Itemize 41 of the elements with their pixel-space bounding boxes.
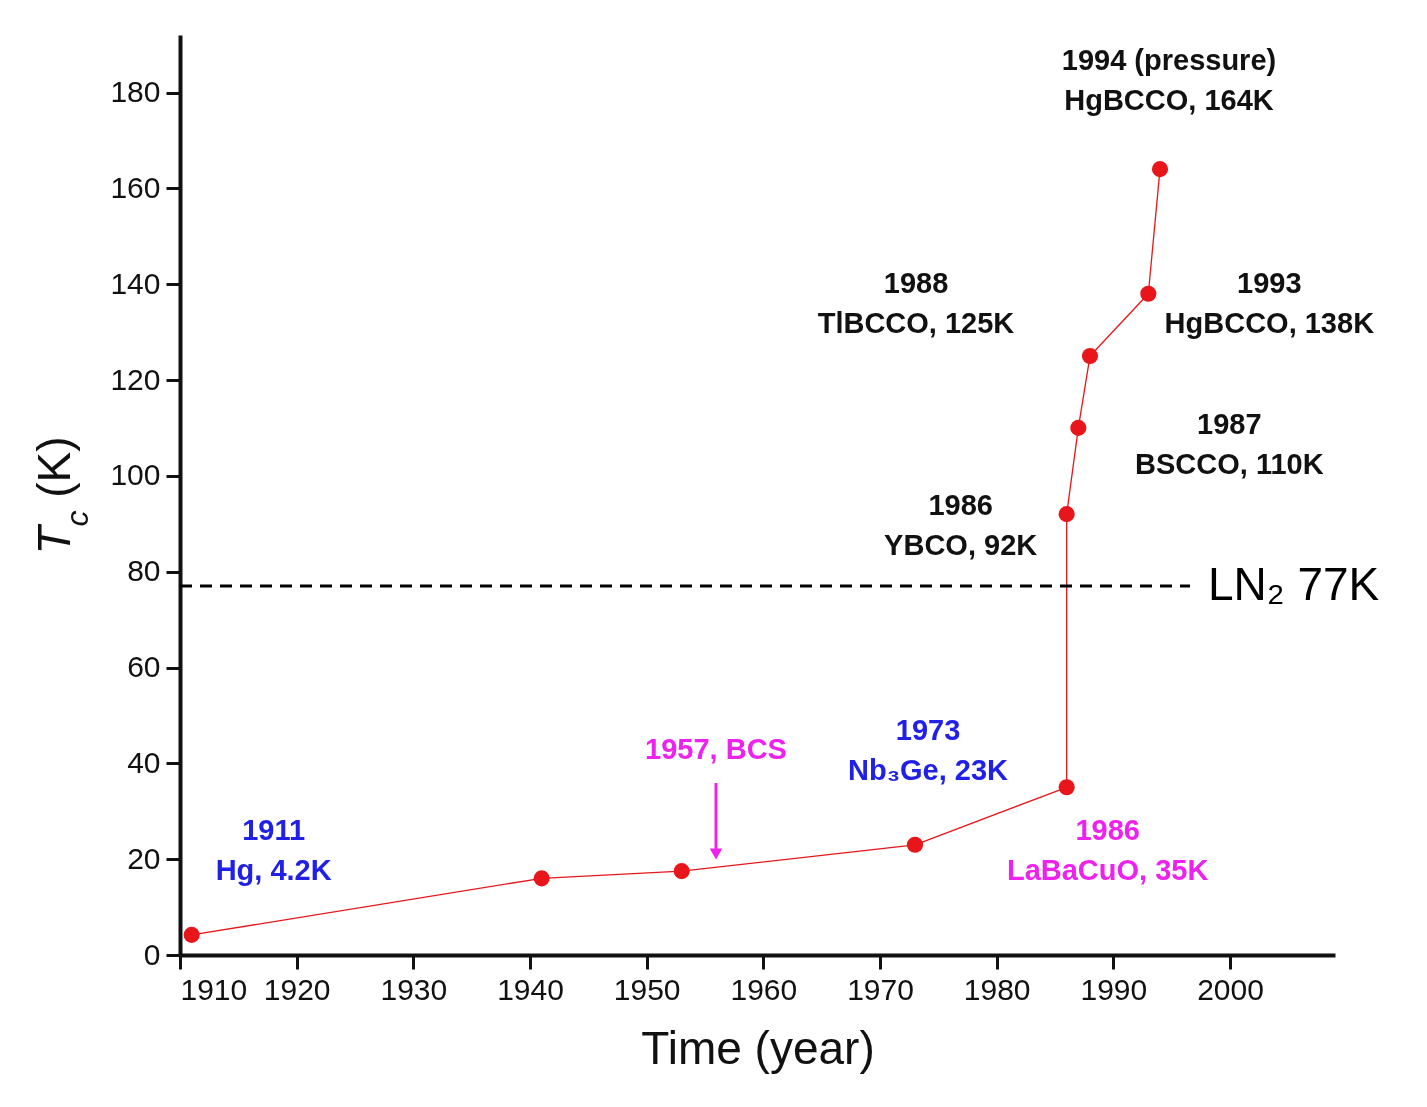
annotation: 1973 Nb₃Ge, 23K (847, 713, 1009, 786)
x-tick-label: 1910 (180, 972, 248, 1006)
x-tick-label: 1920 (263, 972, 331, 1006)
point (183, 926, 200, 943)
y-tick-label: 180 (110, 75, 161, 108)
x-tick-label: 1980 (963, 972, 1031, 1006)
annotation: 1994 (pressure) HgBCCO, 164K (1061, 44, 1277, 117)
y-tick-label: 140 (110, 266, 161, 300)
x-tick-label: 1990 (1080, 972, 1148, 1006)
x-tick-label: 1970 (847, 972, 914, 1006)
annotation: 1911 Hg, 4.2K (215, 813, 332, 886)
y-tick-label: 0 (143, 937, 161, 971)
y-tick-label: 60 (127, 650, 161, 683)
annotation: 1993 HgBCCO, 138K (1164, 266, 1375, 339)
point (673, 863, 690, 880)
x-tick-label: 1960 (730, 972, 798, 1006)
point (1070, 419, 1087, 436)
point (533, 870, 550, 887)
y-tick-label: 100 (110, 458, 161, 492)
annotation: 1957, BCS (645, 733, 787, 765)
point (1140, 285, 1157, 302)
y-tick-label: 20 (127, 841, 161, 875)
x-tick-label: 1930 (380, 972, 448, 1006)
annotation: 1986 YBCO, 92K (884, 489, 1038, 562)
point (1058, 506, 1075, 523)
ref-line-label: LN₂ 77K (1208, 558, 1380, 611)
point (1081, 348, 1099, 365)
y-tick-label: 40 (127, 745, 161, 779)
x-tick-label: 1950 (613, 972, 681, 1006)
y-tick-label: 160 (110, 170, 161, 204)
annotation: 1988 TlBCCO, 125K (817, 267, 1015, 340)
point (1058, 779, 1075, 796)
annotation: 1986 LaBaCuO, 35K (1006, 814, 1209, 887)
x-tick-label: 2000 (1197, 972, 1264, 1006)
y-tick-label: 80 (127, 554, 161, 588)
annotation: 1987 BSCCO, 110K (1135, 407, 1324, 480)
y-tick-label: 120 (110, 362, 161, 396)
point (1151, 161, 1169, 178)
x-tick-label: 1940 (497, 972, 564, 1006)
point (906, 836, 924, 853)
x-axis-title: Time (year) (641, 1021, 875, 1074)
